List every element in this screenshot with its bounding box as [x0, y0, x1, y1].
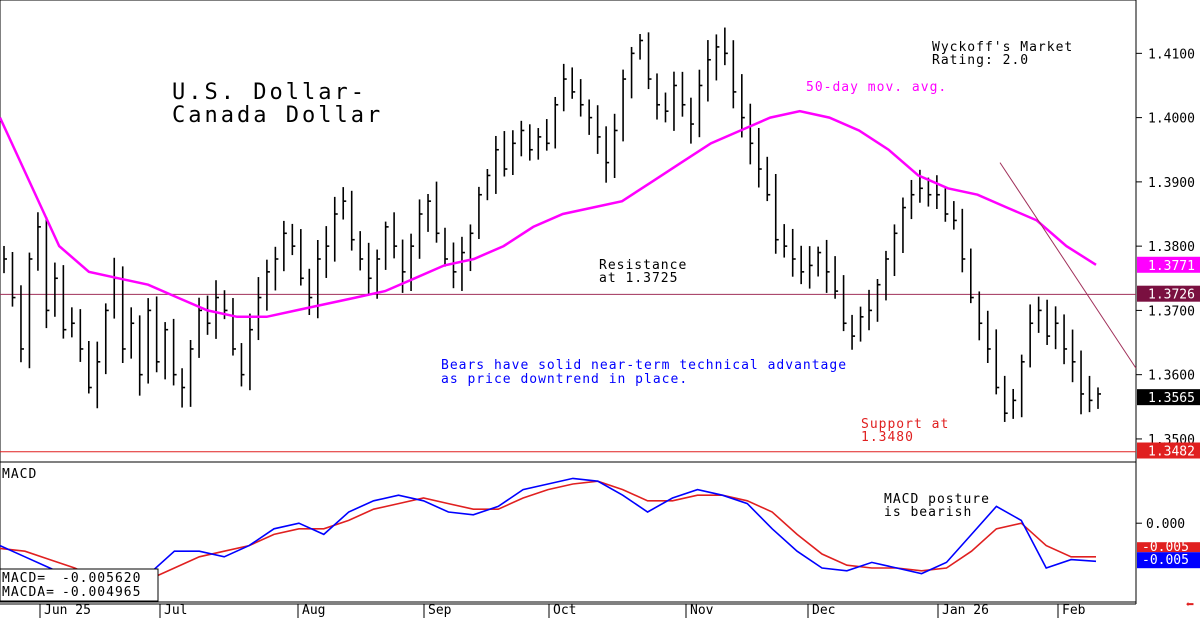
date-tick-label: Nov — [690, 603, 714, 618]
price-box-label: 1.3771 — [1148, 259, 1195, 274]
annotation-line1: Bears have solid near-term technical adv… — [441, 358, 847, 373]
macd-box-label: -0.005 — [1142, 553, 1189, 568]
resistance-label-line1: Resistance — [599, 258, 687, 273]
macd-panel-title: MACD — [2, 467, 37, 482]
price-bars — [3, 27, 1101, 422]
date-tick-label: Jul — [164, 603, 187, 618]
moving-average-line — [0, 109, 1097, 319]
price-tick-label: 1.3800 — [1148, 240, 1195, 255]
date-tick-label: Jun 25 — [44, 603, 91, 618]
chart-title-line1: U.S. Dollar- — [172, 80, 367, 105]
date-tick-label: Feb — [1062, 603, 1086, 618]
moving-average-label: 50-day mov. avg. — [806, 80, 947, 95]
macd-tick-label: 0.000 — [1146, 517, 1185, 532]
macd-readout-box — [0, 568, 159, 602]
macd-box — [1137, 552, 1200, 569]
resistance-label-line2: at 1.3725 — [599, 271, 678, 286]
macd-line — [0, 477, 1097, 592]
moving-average-layer — [0, 109, 1097, 319]
price-axis-ticks: 1.4100 1.4000 1.3900 1.3800 1.3700 1.3600 1.35… — [1136, 47, 1195, 448]
macd-signal-box — [1137, 542, 1200, 553]
downtrend-line — [999, 162, 1137, 369]
price-grid — [0, 293, 1136, 453]
macd-annotation-line1: MACD posture — [884, 492, 990, 507]
support-label-line1: Support at — [861, 417, 949, 432]
macd-readout-value: -0.005620 — [62, 571, 141, 586]
price-box — [1137, 285, 1200, 302]
macd-signal-box-label: -0.005 — [1142, 540, 1189, 555]
price-box-label: 1.3482 — [1148, 445, 1195, 460]
trendline-layer — [999, 162, 1137, 369]
price-tick-label: 1.3700 — [1148, 304, 1195, 319]
price-box-label: 1.3726 — [1148, 288, 1195, 303]
date-tick-label: Dec — [812, 603, 835, 618]
price-box — [1137, 442, 1200, 459]
price-box — [1137, 256, 1200, 273]
macd-readout-label: MACD= — [2, 571, 46, 586]
date-tick-label: Jan 26 — [942, 603, 989, 618]
macd-lines: 0.000 -0.005-0.005 — [0, 477, 1200, 592]
macd-panel-frame — [0, 461, 1137, 603]
price-tick-label: 1.4000 — [1148, 112, 1195, 127]
rating-line2: Rating: 2.0 — [932, 53, 1029, 68]
price-tick-label: 1.3900 — [1148, 176, 1195, 191]
arrow-left-icon[interactable]: ⬅ — [1185, 597, 1194, 613]
date-tick-label: Sep — [428, 603, 452, 618]
macda-readout-value: -0.004965 — [62, 585, 141, 600]
macda-readout-label: MACDA= — [2, 585, 55, 600]
price-box — [1137, 389, 1200, 406]
macd-annotation-line2: is bearish — [884, 505, 972, 520]
support-label-line2: 1.3480 — [861, 430, 914, 445]
date-axis-labels: Jun 25 Jul Aug Sep Oct Nov Dec Jan 26 Feb — [39, 603, 1086, 618]
price-panel-frame — [0, 0, 1137, 463]
price-boxes: 1.3771 1.3726 1.3565 1.3482 — [1137, 256, 1200, 460]
date-tick-label: Oct — [553, 603, 576, 618]
price-box-label: 1.3565 — [1148, 391, 1195, 406]
date-tick-label: Aug — [302, 603, 325, 618]
price-tick-label: 1.3600 — [1148, 369, 1195, 384]
macd-signal-line — [0, 480, 1096, 583]
rating-line1: Wyckoff's Market — [932, 40, 1073, 55]
chart-title-line2: Canada Dollar — [172, 103, 383, 128]
price-tick-label: 1.4100 — [1148, 47, 1195, 62]
annotation-line2: as price downtrend in place. — [441, 372, 688, 387]
